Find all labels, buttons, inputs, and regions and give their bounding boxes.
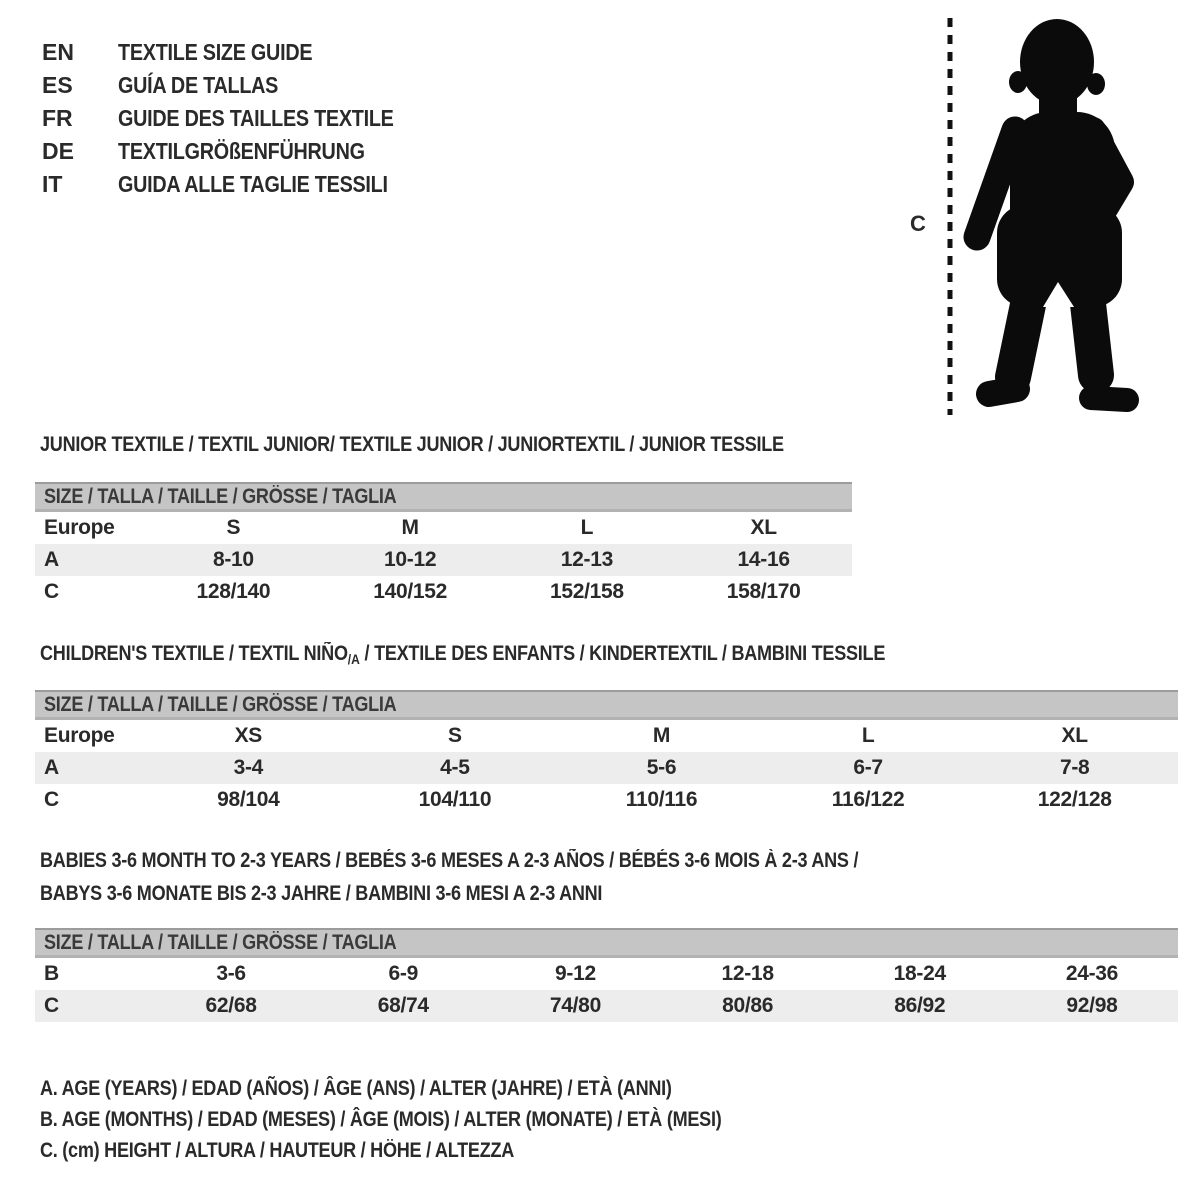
- age-cell: 5-6: [646, 756, 677, 779]
- size-cell: M: [652, 724, 671, 747]
- legend-note-a: A. AGE (YEARS) / EDAD (AÑOS) / ÂGE (ANS)…: [40, 1077, 672, 1100]
- age-cell: 8-10: [212, 548, 254, 571]
- language-list: EN TEXTILE SIZE GUIDE ES GUÍA DE TALLAS …: [42, 36, 439, 201]
- junior-section-title: JUNIOR TEXTILE / TEXTIL JUNIOR/ TEXTILE …: [40, 433, 784, 456]
- language-title: GUIDA ALLE TAGLIE TESSILI: [118, 171, 388, 197]
- months-cell: 9-12: [555, 962, 596, 985]
- language-title: GUIDE DES TAILLES TEXTILE: [118, 105, 394, 131]
- table-row-height: C 128/140 140/152 152/158 158/170: [35, 576, 852, 608]
- language-title: TEXTILGRÖßENFÜHRUNG: [118, 138, 365, 164]
- language-code: EN: [42, 39, 74, 65]
- table-row-age: A 3-4 4-5 5-6 6-7 7-8: [35, 752, 1178, 784]
- row-label: Europe: [44, 516, 115, 539]
- babies-section-title-line2: BABYS 3-6 MONATE BIS 2-3 JAHRE / BAMBINI…: [40, 882, 603, 905]
- age-cell: 14-16: [737, 548, 791, 571]
- title-subscript: /A: [347, 651, 360, 667]
- legend-note-b: B. AGE (MONTHS) / EDAD (MESES) / ÂGE (MO…: [40, 1108, 722, 1131]
- height-cell: 62/68: [205, 994, 257, 1017]
- age-cell: 3-4: [233, 756, 264, 779]
- height-cell: 110/116: [625, 788, 698, 811]
- height-cell: 140/152: [373, 580, 448, 603]
- row-label: A: [44, 756, 59, 779]
- size-header-bar: SIZE / TALLA / TAILLE / GRÖSSE / TAGLIA: [35, 690, 1178, 720]
- language-code: IT: [42, 171, 63, 197]
- table-row-height: C 98/104 104/110 110/116 116/122 122/128: [35, 784, 1178, 816]
- height-cell: 98/104: [217, 788, 280, 811]
- table-row-age: A 8-10 10-12 12-13 14-16: [35, 544, 852, 576]
- children-size-table: SIZE / TALLA / TAILLE / GRÖSSE / TAGLIA …: [35, 690, 1178, 816]
- language-row-it: IT GUIDA ALLE TAGLIE TESSILI: [42, 168, 439, 201]
- size-cell: XL: [1061, 724, 1089, 747]
- row-label: C: [44, 994, 59, 1017]
- children-section-title: CHILDREN'S TEXTILE / TEXTIL NIÑO/A / TEX…: [40, 642, 886, 667]
- table-row-europe: Europe S M L XL: [35, 512, 852, 544]
- language-title: GUÍA DE TALLAS: [118, 72, 279, 98]
- size-cell: L: [580, 516, 594, 539]
- height-cell: 86/92: [894, 994, 946, 1017]
- size-header-bar: SIZE / TALLA / TAILLE / GRÖSSE / TAGLIA: [35, 928, 1178, 958]
- height-cell: 104/110: [418, 788, 492, 811]
- language-code: FR: [42, 105, 73, 131]
- row-label: A: [44, 548, 59, 571]
- language-row-fr: FR GUIDE DES TAILLES TEXTILE: [42, 102, 439, 135]
- height-cell: 68/74: [377, 994, 429, 1017]
- table-row-months: B 3-6 6-9 9-12 12-18 18-24 24-36: [35, 958, 1178, 990]
- legend-note-c: C. (cm) HEIGHT / ALTURA / HAUTEUR / HÖHE…: [40, 1139, 515, 1162]
- babies-size-table: SIZE / TALLA / TAILLE / GRÖSSE / TAGLIA …: [35, 928, 1178, 1022]
- age-cell: 4-5: [440, 756, 470, 779]
- months-cell: 3-6: [216, 962, 246, 985]
- language-row-es: ES GUÍA DE TALLAS: [42, 69, 439, 102]
- row-label: C: [44, 788, 59, 811]
- height-cell: 152/158: [549, 580, 624, 603]
- language-row-en: EN TEXTILE SIZE GUIDE: [42, 36, 439, 69]
- months-cell: 24-36: [1065, 962, 1119, 985]
- age-cell: 6-7: [853, 756, 883, 779]
- size-cell: S: [226, 516, 241, 539]
- size-cell: L: [861, 724, 875, 747]
- language-code: DE: [42, 138, 74, 164]
- size-cell: S: [448, 724, 462, 747]
- language-row-de: DE TEXTILGRÖßENFÜHRUNG: [42, 135, 439, 168]
- language-title: TEXTILE SIZE GUIDE: [118, 39, 313, 65]
- height-cell: 122/128: [1037, 788, 1112, 811]
- language-code: ES: [42, 72, 73, 98]
- age-cell: 7-8: [1059, 756, 1090, 779]
- height-cell: 116/122: [831, 788, 905, 811]
- table-row-europe: Europe XS S M L XL: [35, 720, 1178, 752]
- height-cell: 80/86: [722, 994, 774, 1017]
- age-cell: 10-12: [384, 548, 437, 571]
- table-row-height: C 62/68 68/74 74/80 80/86 86/92 92/98: [35, 990, 1178, 1022]
- row-label: B: [44, 962, 59, 985]
- height-measure-label: C: [910, 211, 926, 236]
- months-cell: 12-18: [721, 962, 774, 985]
- months-cell: 6-9: [388, 962, 419, 985]
- size-cell: M: [401, 516, 420, 539]
- height-cell: 128/140: [196, 580, 271, 603]
- months-cell: 18-24: [893, 962, 947, 985]
- row-label: Europe: [44, 724, 115, 747]
- height-cell: 158/170: [726, 580, 801, 603]
- row-label: C: [44, 580, 59, 603]
- height-cell: 92/98: [1066, 994, 1118, 1017]
- junior-size-table: SIZE / TALLA / TAILLE / GRÖSSE / TAGLIA …: [35, 482, 852, 608]
- height-cell: 74/80: [549, 994, 601, 1017]
- size-cell: XS: [234, 724, 263, 747]
- legend-notes: A. AGE (YEARS) / EDAD (AÑOS) / ÂGE (ANS)…: [40, 1073, 832, 1166]
- size-header-bar: SIZE / TALLA / TAILLE / GRÖSSE / TAGLIA: [35, 482, 852, 512]
- age-cell: 12-13: [560, 548, 614, 571]
- toddler-body-shapes: [963, 19, 1139, 412]
- size-cell: XL: [750, 516, 778, 539]
- toddler-silhouette: [947, 18, 1139, 415]
- babies-section-title-line1: BABIES 3-6 MONTH TO 2-3 YEARS / BEBÉS 3-…: [40, 849, 859, 872]
